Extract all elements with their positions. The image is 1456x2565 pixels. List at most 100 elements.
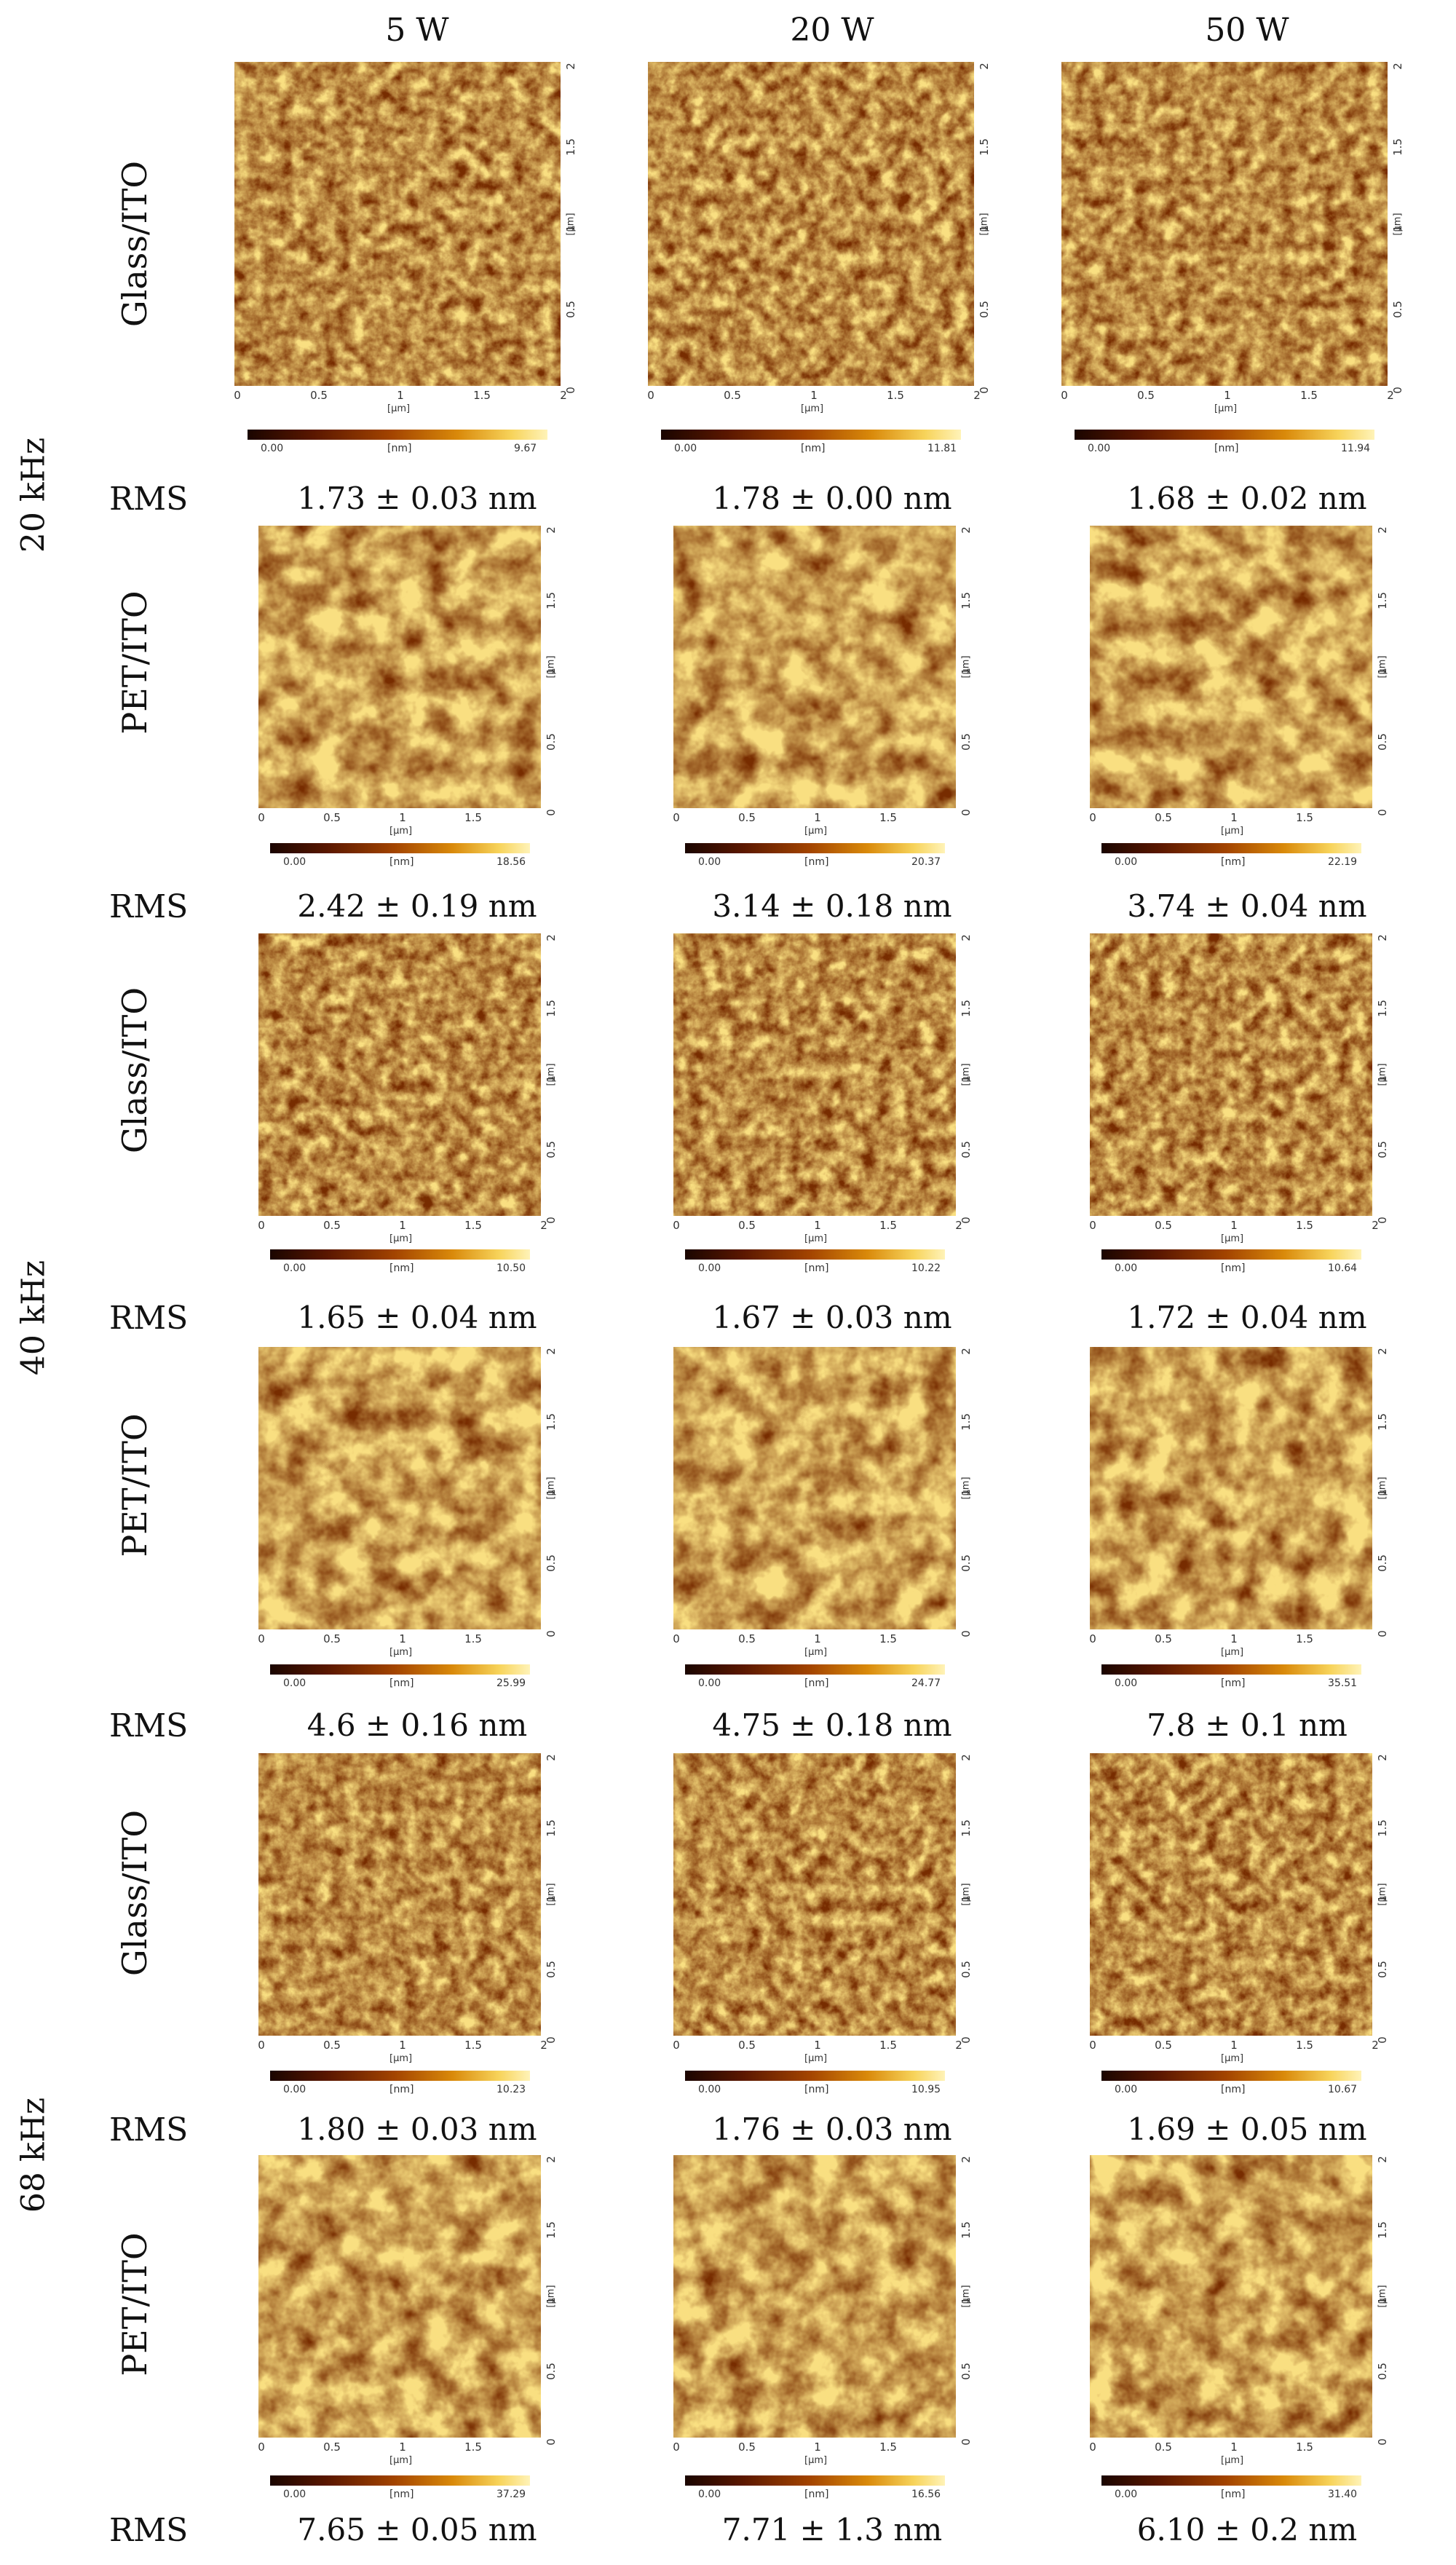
y-tick-row1-col1-0: 0 [564,387,577,394]
y-axis-unit-row2-col2: [µm] [960,655,972,679]
y-tick-row6-col3-0: 0 [1376,2438,1389,2446]
colorbar-min-row1-col3: 0.00 [1088,443,1111,454]
colorbar-unit-row2-col1: [nm] [389,856,414,868]
y-tick-row3-col2-0: 0 [960,1217,973,1224]
x-tick-row4-col2-3: 1.5 [879,1632,897,1645]
x-axis-unit-row6-col1: [µm] [389,2455,413,2466]
colorbar-max-row2-col3: 22.19 [1328,856,1358,868]
colorbar-row3-col2 [685,1249,945,1260]
rms-value-row6-col2: 7.71 ± 1.3 nm [721,2512,943,2548]
colorbar-row4-col1 [270,1664,530,1675]
colorbar-row5-col3 [1101,2071,1361,2081]
colorbar-max-row6-col3: 31.40 [1328,2489,1358,2500]
afm-image-row2-col1 [258,526,541,808]
rms-value-row5-col3: 1.69 ± 0.05 nm [1127,2111,1367,2147]
x-tick-row2-col3-3: 1.5 [1296,811,1313,824]
x-tick-row6-col3-0: 0 [1089,2440,1096,2454]
x-tick-row1-col2-3: 1.5 [887,389,904,402]
x-tick-row6-col2-1: 0.5 [738,2440,756,2454]
y-tick-row5-col1-4: 2 [545,1754,558,1761]
x-tick-row5-col3-1: 0.5 [1155,2039,1172,2052]
x-tick-row4-col2-2: 1 [814,1632,821,1645]
x-axis-unit-row2-col3: [µm] [1221,826,1244,837]
colorbar-row2-col1 [270,843,530,853]
colorbar-min-row6-col1: 0.00 [283,2489,306,2500]
sample-label-row2: PET/ITO [115,590,154,735]
y-axis-unit-row6-col1: [µm] [545,2285,557,2308]
x-tick-row1-col3-0: 0 [1061,389,1068,402]
x-tick-row3-col3-0: 0 [1089,1219,1096,1232]
sample-label-row4: PET/ITO [115,1413,154,1557]
colorbar-max-row4-col1: 25.99 [496,1677,526,1689]
x-tick-row4-col1-0: 0 [258,1632,265,1645]
x-tick-row3-col1-2: 1 [399,1219,406,1232]
x-tick-row3-col2-1: 0.5 [738,1219,756,1232]
x-axis-unit-row1-col3: [µm] [1214,403,1238,414]
colorbar-unit-row5-col2: [nm] [804,2084,829,2095]
y-tick-row2-col1-3: 1.5 [545,592,558,609]
rms-label-row5: RMS [109,2111,189,2149]
y-tick-row2-col2-0: 0 [960,809,973,816]
y-tick-row3-col1-0: 0 [545,1217,558,1224]
x-tick-row1-col1-4: 2 [560,389,567,402]
x-tick-row3-col3-2: 1 [1230,1219,1238,1232]
x-tick-row4-col3-1: 0.5 [1155,1632,1172,1645]
colorbar-min-row4-col2: 0.00 [698,1677,721,1689]
rms-value-row1-col2: 1.78 ± 0.00 nm [712,481,952,516]
colorbar-max-row6-col2: 16.56 [911,2489,941,2500]
x-tick-row5-col1-2: 1 [399,2039,406,2052]
y-axis-unit-row1-col3: [µm] [1392,212,1404,236]
rms-value-row1-col3: 1.68 ± 0.02 nm [1127,481,1367,516]
y-tick-row2-col3-1: 0.5 [1376,733,1389,751]
afm-image-row4-col3 [1090,1347,1372,1629]
x-tick-row2-col2-1: 0.5 [738,811,756,824]
y-axis-unit-row2-col3: [µm] [1377,655,1388,679]
colorbar-unit-row5-col3: [nm] [1221,2084,1246,2095]
x-tick-row6-col2-0: 0 [673,2440,680,2454]
colorbar-row4-col3 [1101,1664,1361,1675]
colorbar-min-row1-col2: 0.00 [674,443,697,454]
colorbar-max-row5-col3: 10.67 [1328,2084,1358,2095]
y-axis-unit-row3-col3: [µm] [1377,1063,1388,1086]
y-tick-row1-col2-3: 1.5 [978,138,991,157]
y-axis-unit-row5-col2: [µm] [960,1883,972,1906]
y-tick-row6-col2-1: 0.5 [960,2363,973,2380]
x-tick-row2-col1-2: 1 [399,811,406,824]
y-tick-row4-col2-4: 2 [960,1348,973,1355]
y-axis-unit-row1-col1: [µm] [565,212,577,236]
colorbar-row1-col2 [661,430,961,440]
x-tick-row1-col1-0: 0 [234,389,241,402]
y-tick-row2-col3-3: 1.5 [1376,592,1389,609]
x-tick-row2-col1-0: 0 [258,811,265,824]
afm-image-row1-col1 [234,62,561,386]
rms-value-row2-col1: 2.42 ± 0.19 nm [297,888,537,924]
colorbar-max-row1-col3: 11.94 [1341,443,1371,454]
colorbar-unit-row2-col2: [nm] [804,856,829,868]
x-tick-row3-col2-3: 1.5 [879,1219,897,1232]
frequency-label-40khz: 40 kHz [15,1260,52,1376]
x-tick-row5-col3-4: 2 [1372,2039,1379,2052]
sample-label-row3: Glass/ITO [115,987,154,1154]
y-tick-row6-col3-4: 2 [1376,2156,1389,2163]
y-tick-row2-col3-4: 2 [1376,526,1389,534]
x-tick-row4-col3-2: 1 [1230,1632,1238,1645]
x-tick-row5-col1-3: 1.5 [464,2039,482,2052]
x-tick-row2-col1-1: 0.5 [323,811,341,824]
rms-label-row6: RMS [109,2512,189,2549]
colorbar-min-row3-col1: 0.00 [283,1262,306,1274]
y-tick-row4-col3-4: 2 [1376,1348,1389,1355]
y-tick-row4-col2-1: 0.5 [960,1554,973,1572]
y-tick-row3-col1-3: 1.5 [545,1000,558,1017]
y-tick-row3-col1-1: 0.5 [545,1141,558,1158]
x-tick-row1-col3-1: 0.5 [1137,389,1155,402]
colorbar-max-row2-col2: 20.37 [911,856,941,868]
x-tick-row3-col3-4: 2 [1372,1219,1379,1232]
y-tick-row2-col3-0: 0 [1376,809,1389,816]
y-axis-unit-row4-col1: [µm] [545,1477,557,1500]
x-tick-row5-col2-3: 1.5 [879,2039,897,2052]
x-axis-unit-row2-col1: [µm] [389,826,413,837]
x-tick-row2-col2-2: 1 [814,811,821,824]
y-tick-row2-col2-1: 0.5 [960,733,973,751]
y-tick-row6-col2-0: 0 [960,2438,973,2446]
y-tick-row1-col3-0: 0 [1391,387,1404,394]
